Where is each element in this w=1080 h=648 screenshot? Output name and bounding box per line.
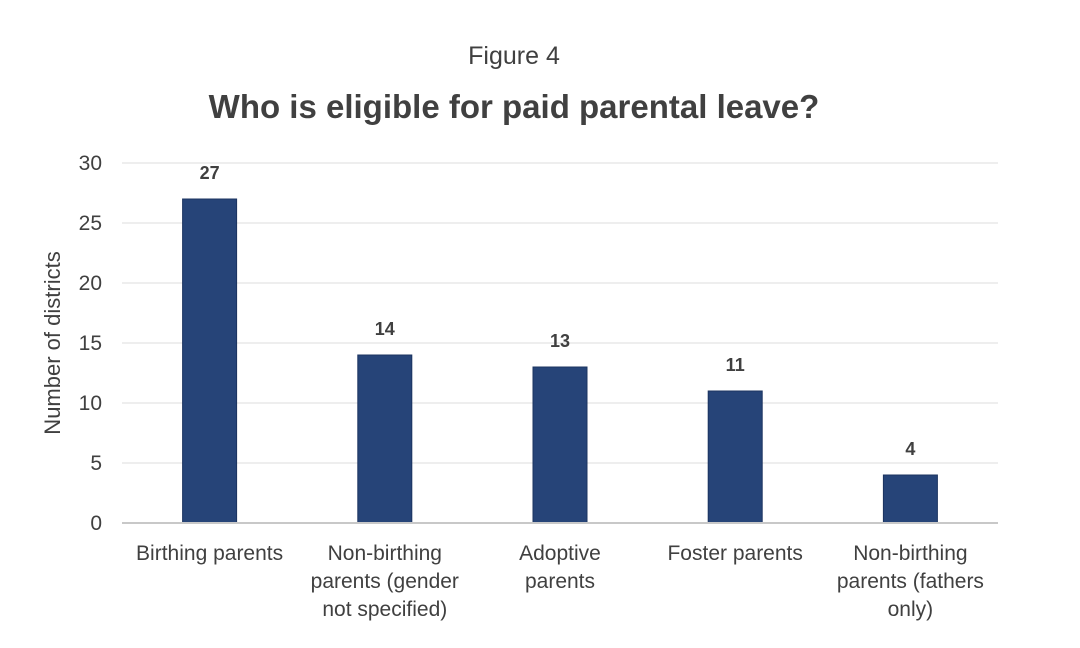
category-label: parents (525, 570, 595, 593)
bar (182, 198, 238, 524)
y-tick-label: 5 (90, 452, 102, 475)
data-label: 4 (905, 439, 915, 459)
y-tick-label: 0 (90, 512, 102, 535)
category-label: only) (888, 598, 934, 621)
category-label: Non-birthing (853, 542, 967, 565)
y-tick-label: 20 (79, 272, 102, 295)
y-axis-ticks: 0 5 10 15 20 25 30 (79, 152, 102, 535)
y-tick-label: 10 (79, 392, 102, 415)
y-axis-title: Number of districts (40, 251, 65, 434)
data-label: 13 (550, 331, 570, 351)
bar (532, 366, 588, 524)
category-label: parents (gender (311, 570, 459, 593)
figure-label: Figure 4 (468, 42, 560, 70)
bar (707, 390, 763, 524)
data-label: 14 (375, 319, 395, 339)
bar (882, 474, 938, 524)
gridlines (122, 162, 998, 464)
category-label: Non-birthing (328, 542, 442, 565)
data-label: 11 (726, 355, 745, 375)
category-label: Birthing parents (136, 542, 283, 565)
bars (182, 198, 938, 524)
category-label: Foster parents (667, 542, 802, 565)
data-label: 27 (200, 163, 220, 183)
y-tick-label: 15 (79, 332, 102, 355)
category-label: parents (fathers (837, 570, 984, 593)
data-labels: 27 14 13 11 4 (200, 163, 916, 459)
y-tick-label: 25 (79, 212, 102, 235)
category-label: Adoptive (519, 542, 601, 565)
x-axis-categories: Birthing parents Non-birthing parents (gen… (136, 542, 984, 621)
category-label: not specified) (322, 598, 447, 621)
y-tick-label: 30 (79, 152, 102, 175)
chart-title: Who is eligible for paid parental leave? (209, 88, 820, 125)
bar (357, 354, 413, 524)
